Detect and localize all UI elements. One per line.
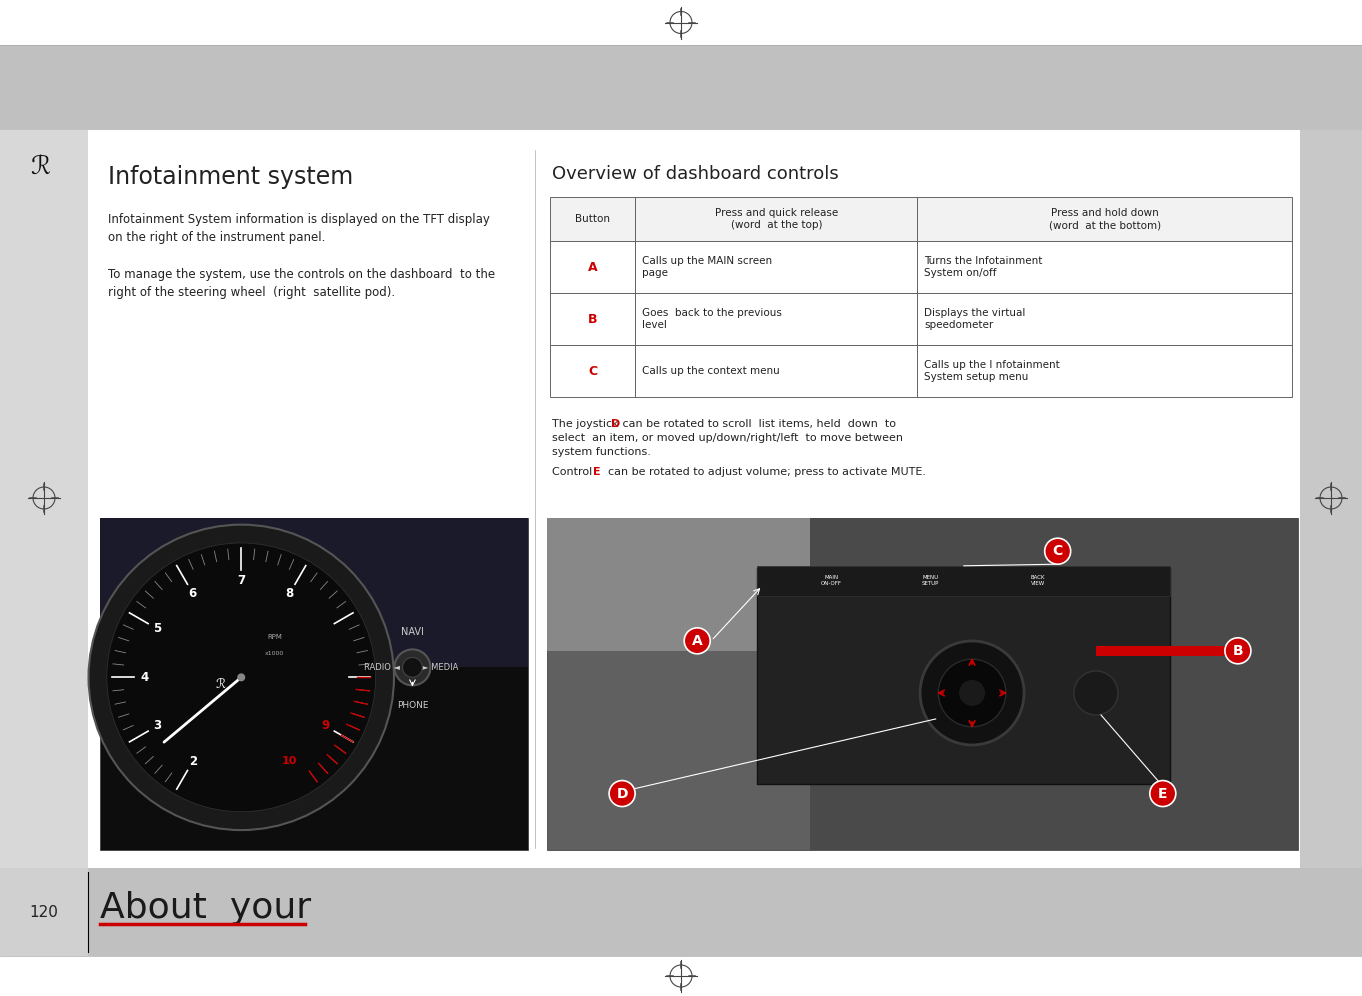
Bar [89,130,1299,868]
Text: Calls up the I nfotainment
System setup menu: Calls up the I nfotainment System setup … [925,360,1060,382]
Text: About  your: About your [99,891,311,925]
Circle shape [106,543,376,812]
Text: 10: 10 [282,756,297,766]
Bar [917,345,1293,397]
Text: 3: 3 [154,719,162,732]
Bar [1096,645,1224,655]
Bar [550,345,635,397]
Bar [548,518,1298,650]
Text: Turns the Infotainment
System on/off: Turns the Infotainment System on/off [925,256,1043,278]
Bar [99,518,528,667]
Bar [0,868,1362,956]
Text: x1000: x1000 [266,650,285,655]
Bar [550,197,1293,241]
Bar [550,197,635,241]
Text: Goes  back to the previous
level: Goes back to the previous level [643,308,782,331]
Bar [917,241,1293,293]
Text: Calls up the context menu: Calls up the context menu [643,366,780,376]
Bar [917,197,1293,241]
Text: ► MEDIA: ► MEDIA [422,663,459,672]
Text: 2: 2 [189,755,197,768]
Text: RPM: RPM [267,634,282,640]
Text: ℛ: ℛ [30,155,50,179]
Text: A: A [588,261,598,274]
Text: Infotainment System information is displayed on the TFT display
on the right of : Infotainment System information is displ… [108,213,490,244]
Text: 8: 8 [286,587,294,600]
Bar [0,130,89,868]
Text: D: D [612,419,621,429]
Bar [1299,130,1362,868]
Text: Displays the virtual
speedometer: Displays the virtual speedometer [925,308,1026,331]
Bar [810,518,1298,850]
Text: NAVI: NAVI [400,627,424,637]
Text: 6: 6 [189,587,197,600]
Text: 5: 5 [154,622,162,635]
Text: A: A [692,633,703,647]
Circle shape [684,627,710,653]
Text: Button: Button [575,214,610,224]
Text: Calls up the MAIN screen
page: Calls up the MAIN screen page [643,256,772,278]
Text: MAIN
ON-OFF: MAIN ON-OFF [821,576,842,587]
Bar [550,241,635,293]
Bar [0,956,1362,996]
Text: can be rotated to adjust volume; press to activate MUTE.: can be rotated to adjust volume; press t… [601,467,926,477]
Text: RADIO ◄: RADIO ◄ [365,663,400,672]
Bar [99,518,528,850]
Bar [917,293,1293,345]
Bar [757,568,1170,784]
Circle shape [395,649,430,685]
Text: BACK
VIEW: BACK VIEW [1031,576,1046,587]
Bar [635,241,917,293]
Text: Infotainment system: Infotainment system [108,165,353,189]
Text: D: D [617,787,628,801]
Bar [635,345,917,397]
Bar [550,293,635,345]
Circle shape [1045,538,1071,564]
Text: ℛ: ℛ [217,677,226,690]
Text: E: E [592,467,601,477]
Circle shape [89,525,394,830]
Circle shape [237,673,245,681]
Text: Press and quick release
(word  at the top): Press and quick release (word at the top… [715,208,838,230]
Text: Overview of dashboard controls: Overview of dashboard controls [552,165,839,183]
Text: MENU
SETUP: MENU SETUP [922,576,940,587]
Text: E: E [1158,787,1167,801]
Bar [0,0,1362,45]
Bar [635,293,917,345]
Text: Control: Control [552,467,599,477]
Circle shape [403,657,422,677]
Text: 7: 7 [237,574,245,587]
Text: system functions.: system functions. [552,447,651,457]
Bar [0,868,89,956]
Bar [757,566,1170,596]
Circle shape [921,641,1024,745]
Text: The joystick: The joystick [552,419,622,429]
Bar [635,197,917,241]
Circle shape [1075,671,1118,715]
Text: B: B [588,313,598,326]
Circle shape [609,781,635,807]
Text: Press and hold down
(word  at the bottom): Press and hold down (word at the bottom) [1049,208,1160,230]
Text: select  an item, or moved up/down/right/left  to move between: select an item, or moved up/down/right/l… [552,433,903,443]
Text: C: C [588,365,597,377]
Circle shape [959,680,985,706]
Bar [0,45,1362,130]
Circle shape [938,659,1007,727]
Text: can be rotated to scroll  list items, held  down  to: can be rotated to scroll list items, hel… [620,419,896,429]
Bar [548,518,1298,850]
Text: 9: 9 [321,719,330,732]
Text: C: C [1053,544,1062,558]
Text: 4: 4 [140,671,148,684]
Text: 120: 120 [30,904,59,919]
Circle shape [1150,781,1175,807]
Text: PHONE: PHONE [396,701,428,710]
Text: To manage the system, use the controls on the dashboard  to the
right of the ste: To manage the system, use the controls o… [108,268,496,299]
Text: B: B [1233,643,1244,657]
Circle shape [1224,637,1250,663]
